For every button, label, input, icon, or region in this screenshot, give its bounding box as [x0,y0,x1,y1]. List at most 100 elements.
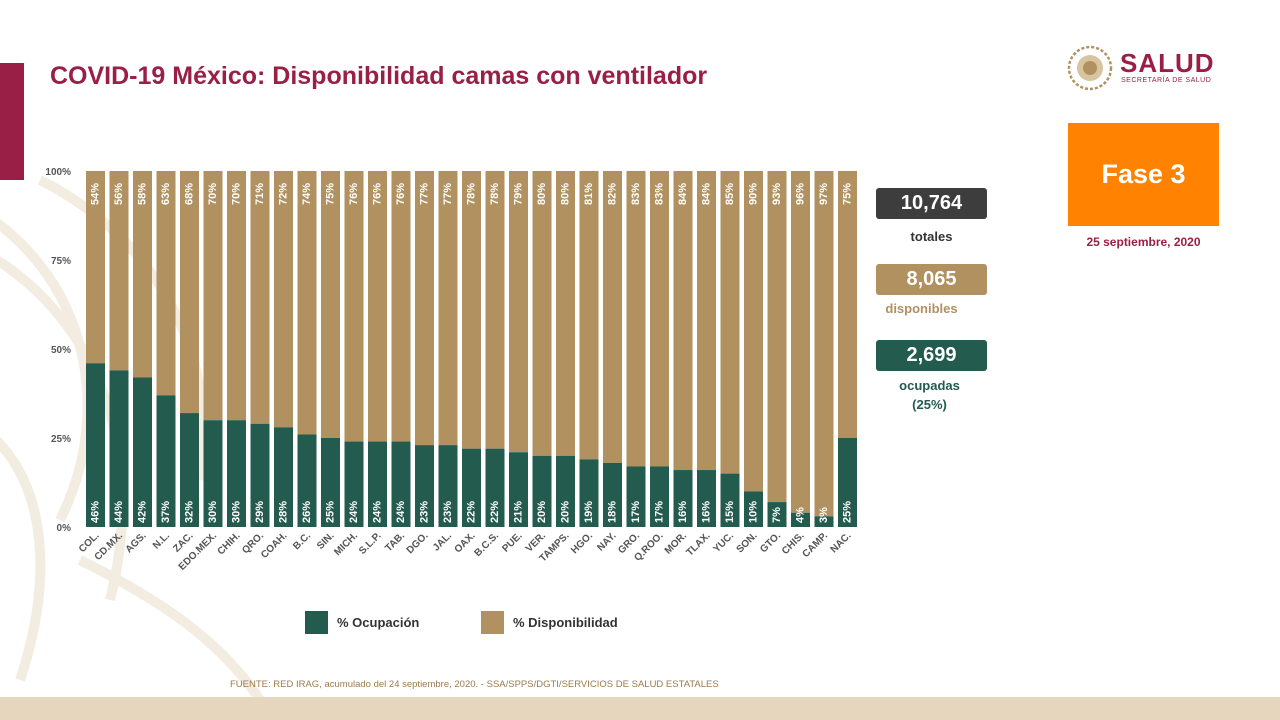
bar-occupation-label: 16% [701,501,713,523]
x-tick-label: SON. [735,530,760,555]
bar-availability-label: 70% [207,183,219,205]
bar-occupation [509,452,528,527]
bar-availability [697,171,716,471]
bar-availability [203,171,223,421]
bar-availability [767,171,787,503]
bar-occupation-label: 22% [489,501,501,523]
legend-swatch-occupation [305,611,328,634]
x-tick-label: NAC. [829,530,854,555]
bar-occupation [744,491,763,527]
bar-availability-label: 74% [301,183,313,205]
bar-occupation [485,448,505,527]
bar-availability-label: 78% [466,183,478,205]
bar-availability-label: 54% [90,183,102,205]
y-tick-label: 75% [51,256,71,267]
bar-availability [603,171,622,463]
bar-availability [532,171,552,456]
bar-occupation-label: 28% [278,501,290,523]
bar-occupation-label: 24% [372,501,384,523]
bar-availability-label: 77% [419,183,431,205]
legend-label-availability: % Disponibilidad [513,615,618,630]
bar-occupation [532,455,552,527]
bar-occupation-label: 42% [137,501,149,523]
phase-date: 25 septiembre, 2020 [1086,235,1201,249]
x-tick-label: AGS. [124,530,149,555]
bar-availability [133,171,152,378]
bar-occupation [227,420,246,527]
total-beds-label: totales [910,229,953,244]
bar-occupation-label: 4% [795,507,807,523]
bar-occupation [250,423,270,527]
bar-occupation-label: 32% [184,501,196,523]
page-title: COVID-19 México: Disponibilidad camas co… [50,62,708,90]
bar-availability-label: 77% [442,183,454,205]
bar-occupation-label: 10% [748,501,760,523]
bar-occupation [579,459,599,527]
bar-occupation [344,441,364,527]
bar-occupation [838,438,857,527]
left-accent-bar [0,63,24,180]
bar-occupation-label: 30% [207,501,219,523]
bar-occupation-label: 26% [301,501,313,523]
bar-occupation-label: 17% [654,501,666,523]
bar-occupation [86,363,105,527]
bar-occupation-label: 3% [818,507,830,523]
phase-badge: Fase 3 [1068,123,1219,226]
bar-occupation-label: 18% [607,501,619,523]
bar-occupation [767,502,787,527]
x-tick-label: GTO. [758,530,783,555]
bar-availability [838,171,857,438]
x-tick-label: TAB. [383,530,407,554]
available-beds-value: 8,065 [876,264,987,295]
bar-availability-label: 70% [231,183,243,205]
bar-occupation [556,455,575,527]
available-beds-label: disponibles [885,301,958,316]
bar-availability [156,171,176,396]
bar-availability [509,171,528,453]
bar-availability-label: 83% [630,183,642,205]
x-tick-label: S.L.P. [357,530,384,557]
bar-occupation [791,512,810,527]
y-tick-label: 100% [45,167,71,178]
bar-occupation-label: 29% [254,501,266,523]
bar-availability-label: 84% [701,183,713,205]
bar-occupation [180,413,199,527]
bar-occupation-label: 23% [442,501,454,523]
bar-availability [744,171,763,492]
bar-occupation [814,516,834,527]
bar-occupation-label: 37% [160,501,172,523]
bar-availability-label: 76% [348,183,360,205]
bar-availability-label: 82% [607,183,619,205]
bar-availability [673,171,693,471]
bar-occupation [673,470,693,527]
bar-availability-label: 93% [771,183,783,205]
bar-availability [227,171,246,421]
bar-occupation-label: 25% [325,501,337,523]
bar-availability-label: 90% [748,183,760,205]
occupied-beds-label: ocupadas [899,378,960,393]
bar-availability-label: 58% [137,183,149,205]
x-tick-label: COAH. [259,530,290,561]
x-tick-label: DGO. [405,530,431,556]
bar-occupation [133,377,152,527]
bar-occupation-label: 20% [560,501,572,523]
bar-availability [109,171,129,371]
bar-availability-label: 83% [654,183,666,205]
bar-availability [814,171,834,517]
bar-availability-label: 78% [489,183,501,205]
bar-availability-label: 76% [372,183,384,205]
bar-availability [321,171,340,438]
bar-availability-label: 75% [325,183,337,205]
bar-occupation-label: 17% [630,501,642,523]
bar-occupation [368,441,387,527]
x-tick-label: N.L. [151,530,172,551]
bar-availability-label: 84% [677,183,689,205]
x-tick-label: CAMP. [800,530,830,560]
bar-occupation [415,445,434,527]
y-tick-label: 50% [51,345,71,356]
bar-occupation-label: 23% [419,501,431,523]
bar-occupation [297,434,317,527]
salud-logo: SALUD SECRETARÍA DE SALUD [1066,42,1226,94]
bar-occupation [109,370,129,527]
